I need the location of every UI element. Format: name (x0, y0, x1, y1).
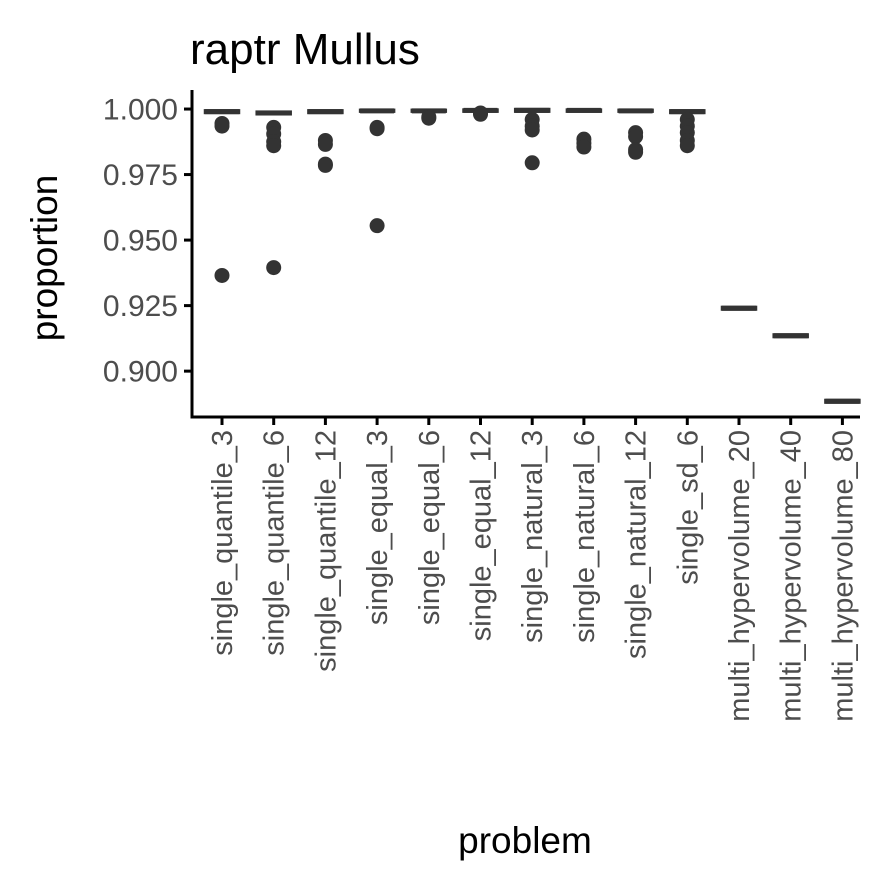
x-tick-label: single_equal_6 (414, 430, 446, 625)
y-tick-label: 0.950 (103, 225, 178, 258)
outlier-point (369, 218, 385, 234)
x-tick-label: multi_hypervolume_40 (776, 430, 808, 722)
outlier-point (576, 139, 592, 155)
y-tick-label: 1.000 (103, 94, 178, 127)
outlier-point (628, 144, 644, 160)
x-tick-label: single_sd_6 (672, 430, 704, 585)
outlier-point (266, 260, 282, 276)
x-tick-label: single_equal_3 (362, 430, 394, 625)
y-tick-label: 0.975 (103, 159, 178, 192)
y-tick-label: 0.900 (103, 356, 178, 389)
x-tick-label: single_quantile_12 (310, 430, 342, 672)
outlier-point (473, 106, 488, 122)
outlier-point (679, 138, 695, 154)
x-tick-label: multi_hypervolume_80 (827, 430, 859, 722)
outlier-point (369, 121, 385, 137)
plot-area (203, 105, 861, 404)
outlier-point (628, 129, 644, 145)
outlier-point (317, 157, 333, 173)
outlier-point (524, 155, 540, 171)
outlier-point (524, 122, 540, 138)
y-tick-label: 0.925 (103, 290, 178, 323)
chart-title: raptr Mullus (190, 25, 420, 74)
x-tick-label: single_quantile_3 (207, 430, 239, 656)
outlier-point (317, 136, 333, 152)
x-tick-label: single_quantile_6 (259, 430, 291, 656)
x-axis-title: problem (458, 820, 592, 861)
x-tick-label: single_natural_6 (569, 430, 601, 643)
outlier-point (421, 110, 437, 126)
x-axis-ticks: single_quantile_3 single_quantile_6 single… (207, 417, 859, 722)
outlier-point (266, 138, 282, 154)
y-axis-ticks: 0.900 0.925 0.950 0.975 1.000 (103, 94, 192, 389)
outlier-point (214, 118, 230, 134)
y-axis-title: proportion (24, 175, 65, 342)
x-tick-label: single_equal_12 (466, 430, 498, 641)
outlier-point (214, 267, 230, 283)
x-tick-label: multi_hypervolume_20 (724, 430, 756, 722)
x-tick-label: single_natural_3 (517, 430, 549, 643)
x-tick-label: single_natural_12 (621, 430, 653, 659)
